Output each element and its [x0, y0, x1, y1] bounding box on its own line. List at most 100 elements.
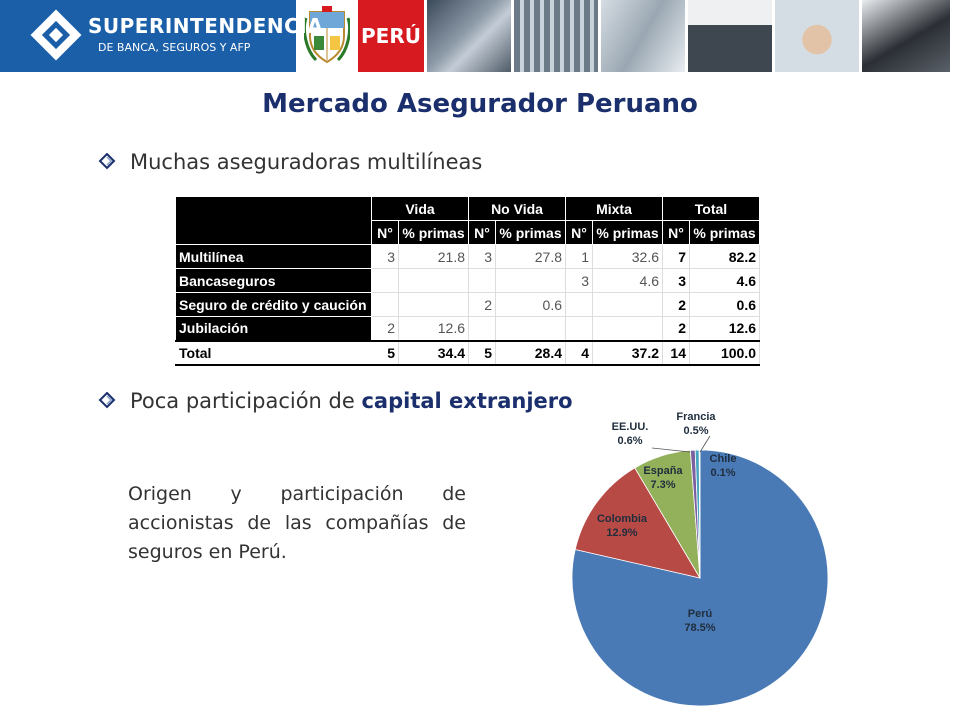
table-cell: 4: [565, 339, 593, 366]
pie-label-name: Chile: [710, 453, 737, 465]
shareholder-origin-pie-chart: Perú 78.5% Colombia 12.9% España 7.3% EE.UU. 0.…: [571, 412, 829, 707]
subheader-count: N°: [565, 220, 593, 245]
group-vida: Vida: [371, 196, 469, 221]
pie-leader-line: [651, 447, 691, 453]
table-cell: [398, 268, 469, 293]
pie-slice-colombia: [574, 467, 701, 579]
table-row: Multilínea 3 21.8 3 27.8 1 32.6 7 82.2: [175, 244, 760, 269]
table-cell: 5: [371, 339, 399, 366]
group-mixta: Mixta: [565, 196, 663, 221]
subheader-premium: % primas: [592, 220, 663, 245]
row-label: Multilínea: [175, 244, 372, 269]
table-cell: [495, 316, 566, 341]
diamond-bullet-icon: [98, 392, 116, 409]
table-cell: 14: [662, 339, 690, 366]
pie-label-value: 0.5%: [683, 425, 708, 437]
photo-building: [514, 0, 598, 72]
table-row: Seguro de crédito y caución 2 0.6 2 0.6: [175, 292, 760, 317]
peru-brand-tile: PERÚ: [358, 0, 424, 72]
table-cell: 2: [662, 292, 690, 317]
bullet-foreign-capital: Poca participación de capital extranjero: [98, 389, 573, 413]
table-cell: [592, 292, 663, 317]
table-cell: 12.6: [398, 316, 469, 341]
table-cell: 5: [468, 339, 496, 366]
photo-keyboard: [601, 0, 685, 72]
subheader-premium: % primas: [495, 220, 566, 245]
pie-slice-chile: [698, 449, 701, 579]
subheader-count: N°: [662, 220, 690, 245]
peru-label: PERÚ: [361, 24, 421, 48]
subheader-premium: % primas: [689, 220, 760, 245]
insurers-table: Vida No Vida Mixta Total N° % primas N° …: [175, 196, 760, 366]
table-cell: 82.2: [689, 244, 760, 269]
table-cell: 2: [468, 292, 496, 317]
bullet1-text: Muchas aseguradoras multilíneas: [130, 150, 483, 174]
table-cell: 1: [565, 244, 593, 269]
row-label: Seguro de crédito y caución: [175, 292, 372, 317]
group-no-vida: No Vida: [468, 196, 566, 221]
table-cell: 0.6: [689, 292, 760, 317]
table-cell: [592, 316, 663, 341]
page-title: Mercado Asegurador Peruano: [262, 89, 698, 119]
bullet-multiline-insurers: Muchas aseguradoras multilíneas: [98, 150, 482, 174]
table-cell: [565, 292, 593, 317]
subheader-premium: % primas: [398, 220, 469, 245]
subheader-count: N°: [371, 220, 399, 245]
bullet2-text-bold: capital extranjero: [361, 389, 573, 413]
row-label: Jubilación: [175, 316, 372, 341]
pie-label-name: Perú: [688, 608, 712, 620]
pie-label-value: 7.3%: [650, 479, 675, 491]
chart-caption: Origen y participación de accionistas de…: [128, 483, 466, 563]
table-cell: 27.8: [495, 244, 566, 269]
table-cell: 34.4: [398, 339, 469, 366]
pie-label-name: EE.UU.: [612, 421, 649, 433]
table-cell: 21.8: [398, 244, 469, 269]
coat-of-arms-icon: [299, 0, 355, 72]
table-cell: [371, 268, 399, 293]
pie-slice-per: [571, 449, 829, 707]
row-label: Total: [175, 339, 372, 366]
table-cell: 2: [371, 316, 399, 341]
photo-card-terminal: [862, 0, 950, 72]
table-cell: [565, 316, 593, 341]
header-banner: SUPERINTENDENCIA DE BANCA, SEGUROS Y AFP…: [0, 0, 960, 75]
pie-label-value: 0.6%: [617, 435, 642, 447]
pie-leader-line: [699, 435, 711, 453]
table-cell: 0.6: [495, 292, 566, 317]
subheader-count: N°: [468, 220, 496, 245]
table-cell: [495, 268, 566, 293]
bullet2-text-plain: Poca participación de: [130, 389, 362, 413]
table-cell: 32.6: [592, 244, 663, 269]
sbs-logo: SUPERINTENDENCIA DE BANCA, SEGUROS Y AFP: [0, 0, 323, 72]
pie-label-name: Colombia: [597, 513, 648, 525]
table-cell: 3: [662, 268, 690, 293]
pie-label-name: Francia: [676, 412, 716, 423]
table-cell: 3: [468, 244, 496, 269]
table-cell: 12.6: [689, 316, 760, 341]
table-cell: [468, 268, 496, 293]
diamond-bullet-icon: [98, 153, 116, 170]
photo-credit-card: [427, 0, 511, 72]
photo-handshake: [775, 0, 859, 72]
pie-label-name: España: [643, 465, 683, 477]
table-cell: 3: [371, 244, 399, 269]
table-cell: 100.0: [689, 339, 760, 366]
org-name: SUPERINTENDENCIA: [88, 14, 324, 38]
table-cell: [398, 292, 469, 317]
table-cell: 37.2: [592, 339, 663, 366]
table-cell: [468, 316, 496, 341]
group-total: Total: [662, 196, 760, 221]
photo-businessman: [688, 0, 772, 72]
table-cell: 4.6: [689, 268, 760, 293]
table-cell: 2: [662, 316, 690, 341]
row-label: Bancaseguros: [175, 268, 372, 293]
table-corner: [175, 196, 372, 245]
table-total-row: Total 5 34.4 5 28.4 4 37.2 14 100.0: [175, 339, 760, 366]
table-cell: 4.6: [592, 268, 663, 293]
sbs-diamond-icon: [30, 9, 82, 61]
pie-label-value: 0.1%: [710, 467, 735, 479]
table-cell: 3: [565, 268, 593, 293]
table-cell: 7: [662, 244, 690, 269]
org-subtitle: DE BANCA, SEGUROS Y AFP: [98, 41, 251, 54]
pie-label-value: 78.5%: [684, 622, 715, 634]
